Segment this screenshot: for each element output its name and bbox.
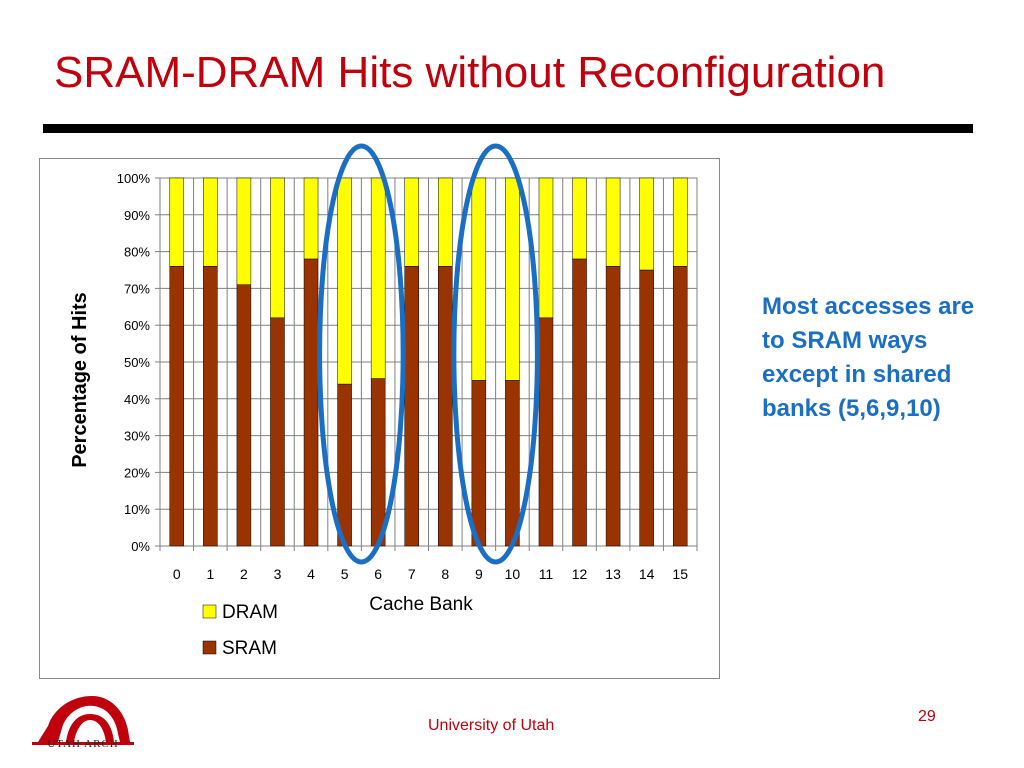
bar-sram-bank-4 <box>303 258 319 547</box>
bar-dram-bank-0 <box>169 177 185 267</box>
bar-sram-bank-13 <box>605 266 621 547</box>
x-tick-label: 12 <box>572 566 588 582</box>
bar-sram-bank-12 <box>572 258 587 547</box>
x-axis-label: Cache Bank <box>369 594 473 615</box>
x-tick-label: 2 <box>240 566 248 582</box>
title-divider <box>43 124 973 133</box>
x-tick-label: 13 <box>605 566 621 582</box>
bar-dram-bank-3 <box>270 177 285 319</box>
bar-sram-bank-8 <box>438 266 453 547</box>
x-tick-label: 3 <box>274 566 282 582</box>
y-tick-label: 40% <box>124 392 150 407</box>
y-tick-label: 90% <box>124 208 150 223</box>
x-tick-label: 8 <box>441 566 449 582</box>
slide-title: SRAM-DRAM Hits without Reconfiguration <box>54 48 886 97</box>
bar-dram-bank-12 <box>572 177 587 260</box>
bar-sram-bank-11 <box>538 317 554 547</box>
x-tick-label: 0 <box>173 566 181 582</box>
bar-sram-bank-15 <box>672 266 688 547</box>
bar-sram-bank-9 <box>471 380 487 547</box>
x-tick-label: 1 <box>206 566 214 582</box>
bar-sram-bank-6 <box>370 378 386 547</box>
bar-dram-bank-7 <box>404 177 419 267</box>
x-tick-label: 4 <box>307 566 315 582</box>
legend-label-dram: DRAM <box>222 602 278 623</box>
y-tick-label: 20% <box>124 465 150 480</box>
bar-dram-bank-4 <box>303 177 319 260</box>
bar-sram-bank-14 <box>639 269 654 547</box>
y-tick-label: 50% <box>124 355 150 370</box>
bar-dram-bank-13 <box>605 177 621 267</box>
bar-sram-bank-5 <box>337 383 352 547</box>
legend-swatch-dram <box>202 604 217 619</box>
bar-sram-bank-1 <box>203 266 218 547</box>
bar-dram-bank-15 <box>672 177 688 267</box>
x-tick-label: 5 <box>341 566 349 582</box>
bar-dram-bank-10 <box>505 177 520 381</box>
footer-university: University of Utah <box>428 717 555 734</box>
x-tick-label: 9 <box>475 566 483 582</box>
legend-label-sram: SRAM <box>222 638 277 659</box>
x-tick-label: 11 <box>539 566 554 582</box>
page-number: 29 <box>918 708 936 725</box>
x-tick-label: 10 <box>505 566 521 582</box>
x-tick-label: 7 <box>408 566 416 582</box>
bar-dram-bank-11 <box>538 177 554 319</box>
bar-dram-bank-9 <box>471 177 487 381</box>
bar-sram-bank-10 <box>505 380 520 547</box>
bar-sram-bank-0 <box>169 266 185 547</box>
utah-arch-logo-icon <box>32 696 134 745</box>
bar-dram-bank-1 <box>203 177 218 267</box>
x-tick-label: 14 <box>639 566 655 582</box>
y-tick-label: 0% <box>131 539 150 554</box>
logo-text: UTAH ARCH <box>47 738 119 750</box>
y-axis-label: Percentage of Hits <box>69 292 91 468</box>
side-note: Most accesses are to SRAM ways except in… <box>762 293 975 422</box>
bar-dram-bank-2 <box>236 177 252 285</box>
bar-sram-bank-2 <box>236 284 252 547</box>
highlight-ellipse-0 <box>317 143 406 565</box>
bar-sram-bank-7 <box>404 266 419 547</box>
legend-swatch-sram <box>202 640 217 655</box>
bar-sram-bank-3 <box>270 317 285 547</box>
bar-dram-bank-8 <box>438 177 453 267</box>
x-tick-label: 15 <box>672 566 688 582</box>
x-tick-label: 6 <box>374 566 382 582</box>
y-tick-label: 30% <box>124 429 150 444</box>
y-tick-label: 10% <box>124 502 150 517</box>
bar-dram-bank-6 <box>370 177 386 379</box>
highlight-ellipse-1 <box>451 143 540 565</box>
y-tick-label: 60% <box>124 318 150 333</box>
bar-dram-bank-14 <box>639 177 654 271</box>
bar-dram-bank-5 <box>337 177 352 385</box>
y-tick-label: 70% <box>124 281 150 296</box>
y-tick-label: 80% <box>124 245 150 260</box>
y-tick-label: 100% <box>117 171 151 186</box>
chart-frame <box>39 158 720 679</box>
